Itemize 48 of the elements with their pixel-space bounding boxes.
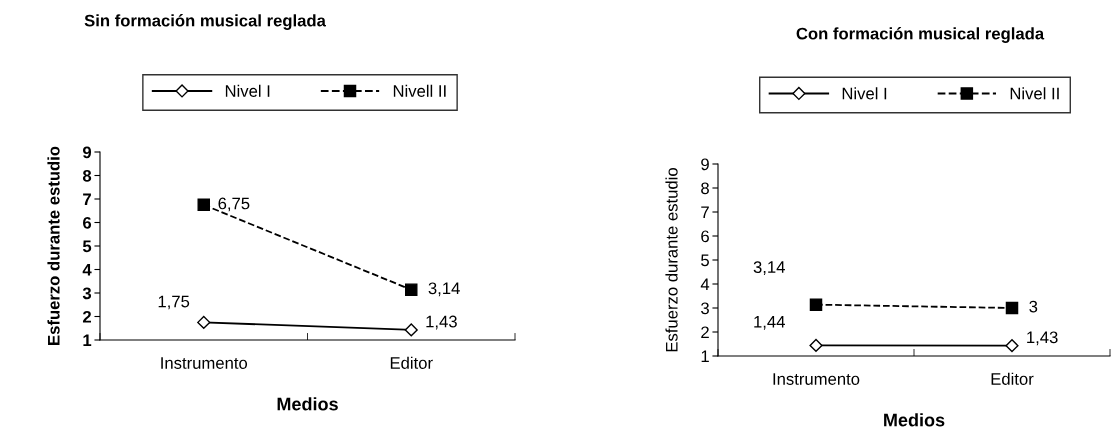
point [404,283,418,296]
y-tick-label: 1 [83,334,92,347]
y-tick-label: 6 [701,230,709,243]
y-tick-label: 8 [82,169,92,182]
legend-label: Nivel II [1010,87,1059,100]
x-tick-label: Instrumento [773,373,860,385]
y-tick-label: 9 [701,158,709,171]
y-tick-label: 3 [82,287,92,300]
data-label: 3 [1029,300,1038,313]
point [197,198,211,212]
point [809,298,823,311]
y-tick-label: 2 [701,326,709,339]
y-tick-label: 5 [82,240,92,253]
y-tick-label: 3 [701,302,709,315]
x-axis-title: Medios [277,397,338,411]
y-tick-label: 7 [701,206,709,219]
data-label: 1,43 [1027,331,1058,346]
point [1005,339,1019,353]
point [809,338,823,353]
legend-label: Nivel I [842,87,887,100]
y-tick-label: 1 [701,350,709,363]
y-tick-label: 6 [83,216,92,229]
data-label: 1,43 [426,315,457,330]
legend-label: Nivell II [393,84,446,97]
y-axis-title: Esfuerzo durante estudio [47,146,60,345]
data-label: 3,14 [753,261,785,275]
point [1005,301,1019,315]
legend-label: Nivel I [225,84,270,97]
point [404,323,418,337]
y-tick-label: 4 [700,278,710,291]
data-label: 3,14 [428,282,460,297]
y-tick-label: 5 [701,254,709,267]
x-tick-label: Editor [390,356,433,369]
data-label: 1,44 [754,316,785,330]
y-tick-label: 8 [701,182,709,195]
chart-title: Sin formación musical reglada [84,14,326,30]
y-tick-label: 7 [83,193,91,206]
chart-title: Con formación musical reglada [796,27,1045,43]
point [197,315,211,329]
y-tick-label: 4 [82,264,92,276]
x-tick-label: Editor [991,372,1034,385]
x-axis-title: Medios [884,413,945,427]
data-label: 6,75 [218,197,250,212]
y-tick-label: 2 [82,310,91,323]
y-tick-label: 9 [82,146,92,159]
y-axis-title: Esfuerzo durante estudio [665,168,678,352]
data-label: 1,75 [158,295,190,310]
x-tick-label: Instrumento [161,357,248,369]
